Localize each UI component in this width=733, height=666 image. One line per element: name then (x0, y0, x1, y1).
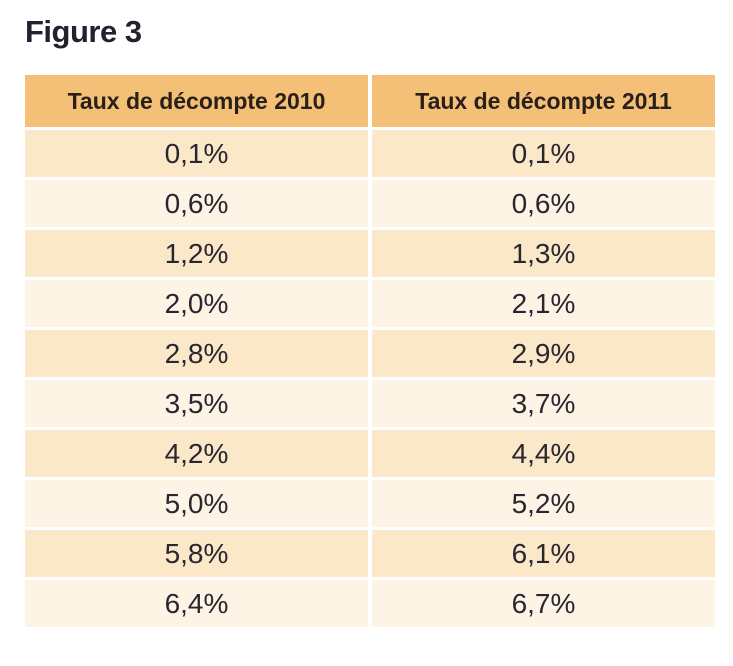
column-header-2010: Taux de décompte 2010 (25, 75, 368, 127)
table-cell: 5,8% (25, 530, 368, 577)
table-cell: 2,9% (372, 330, 715, 377)
table-cell: 6,4% (25, 580, 368, 627)
table-cell: 0,1% (372, 130, 715, 177)
table-cell: 1,3% (372, 230, 715, 277)
rates-table: Taux de décompte 2010 Taux de décompte 2… (25, 75, 715, 627)
table-cell: 5,2% (372, 480, 715, 527)
table-cell: 2,1% (372, 280, 715, 327)
table-cell: 3,5% (25, 380, 368, 427)
table-cell: 4,2% (25, 430, 368, 477)
table-cell: 6,7% (372, 580, 715, 627)
column-header-2011: Taux de décompte 2011 (372, 75, 715, 127)
table-cell: 0,6% (25, 180, 368, 227)
table-cell: 6,1% (372, 530, 715, 577)
table-cell: 1,2% (25, 230, 368, 277)
table-cell: 0,6% (372, 180, 715, 227)
table-cell: 2,0% (25, 280, 368, 327)
figure-title: Figure 3 (25, 14, 142, 49)
table-cell: 5,0% (25, 480, 368, 527)
table-cell: 0,1% (25, 130, 368, 177)
table-cell: 3,7% (372, 380, 715, 427)
table-cell: 2,8% (25, 330, 368, 377)
table-cell: 4,4% (372, 430, 715, 477)
